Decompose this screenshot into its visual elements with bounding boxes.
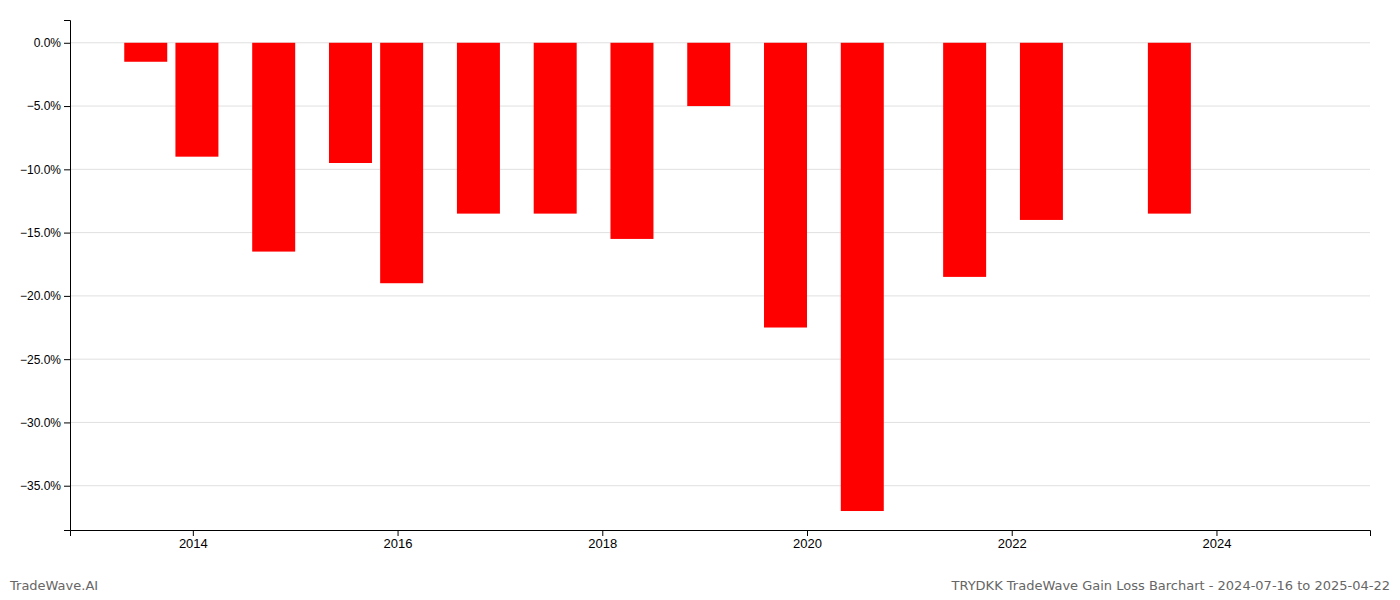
bar [124, 43, 167, 62]
tick-mark [64, 296, 70, 297]
tick-label: 2024 [1202, 536, 1231, 551]
tick: 2018 [588, 530, 617, 551]
tick-mark [64, 43, 70, 44]
tick-label: −15.0% [20, 226, 61, 240]
tick: −10.0% [20, 163, 70, 177]
grid-line [70, 422, 1370, 423]
tick: 0.0% [34, 36, 70, 50]
tick-label: −20.0% [20, 289, 61, 303]
watermark: TradeWave.AI [9, 578, 98, 593]
y-axis: 0.0% −5.0% −10.0% −15.0% −20.0% −25.0% −30.0% −… [20, 21, 71, 531]
bar [1148, 43, 1191, 214]
title: TRYDKK TradeWave Gain Loss Barchart - 20… [951, 578, 1390, 593]
tick: −5.0% [27, 99, 70, 113]
tick-mark [1012, 530, 1013, 536]
tick-mark [64, 106, 70, 107]
tick: −20.0% [20, 289, 70, 303]
bar [175, 43, 218, 157]
bar [841, 43, 884, 511]
tick-label: 2020 [793, 536, 822, 551]
tick-mark [64, 169, 70, 170]
tick-label: −25.0% [20, 352, 61, 366]
tick-mark [807, 530, 808, 536]
x-axis: 2014 2016 2018 2020 2022 2024 [71, 530, 1371, 551]
grid [70, 43, 1370, 486]
tick: −15.0% [20, 226, 70, 240]
tick-mark [64, 422, 70, 423]
bar [380, 43, 423, 283]
bar [252, 43, 295, 252]
tick: −35.0% [20, 479, 70, 493]
tick: 2016 [384, 530, 413, 551]
tick-mark [398, 530, 399, 536]
bars [124, 43, 1191, 511]
tick: −25.0% [20, 352, 70, 366]
tick-label: −10.0% [20, 163, 61, 177]
plot: 0.0% −5.0% −10.0% −15.0% −20.0% −25.0% −30.0% −… [20, 21, 1371, 552]
tick: 2014 [179, 530, 208, 551]
tick-mark [1216, 530, 1217, 536]
bar [764, 43, 807, 328]
tick-mark [64, 486, 70, 487]
tick-label: 0.0% [34, 36, 62, 50]
tick-mark [64, 233, 70, 234]
bar [329, 43, 372, 163]
tick-label: 2018 [588, 536, 617, 551]
tick-mark [602, 530, 603, 536]
tick-mark [64, 359, 70, 360]
grid-line [70, 485, 1370, 486]
bar [687, 43, 730, 106]
tick-label: −35.0% [20, 479, 61, 493]
bar [457, 43, 500, 214]
tick: 2020 [793, 530, 822, 551]
bar [610, 43, 653, 239]
tick-label: −30.0% [20, 416, 61, 430]
tick-label: −5.0% [27, 99, 62, 113]
chart: 0.0% −5.0% −10.0% −15.0% −20.0% −25.0% −30.0% −… [0, 0, 1400, 600]
tick: 2022 [998, 530, 1027, 551]
tick-label: 2022 [998, 536, 1027, 551]
grid-line [70, 295, 1370, 296]
bar [1020, 43, 1063, 220]
axis-line [71, 531, 1371, 537]
tick: −30.0% [20, 416, 70, 430]
bar [943, 43, 986, 277]
tick: 2024 [1202, 530, 1231, 551]
bar [534, 43, 577, 214]
tick-mark [193, 530, 194, 536]
grid-line [70, 359, 1370, 360]
axis-line [64, 21, 71, 531]
tick-label: 2016 [384, 536, 413, 551]
tick-label: 2014 [179, 536, 208, 551]
